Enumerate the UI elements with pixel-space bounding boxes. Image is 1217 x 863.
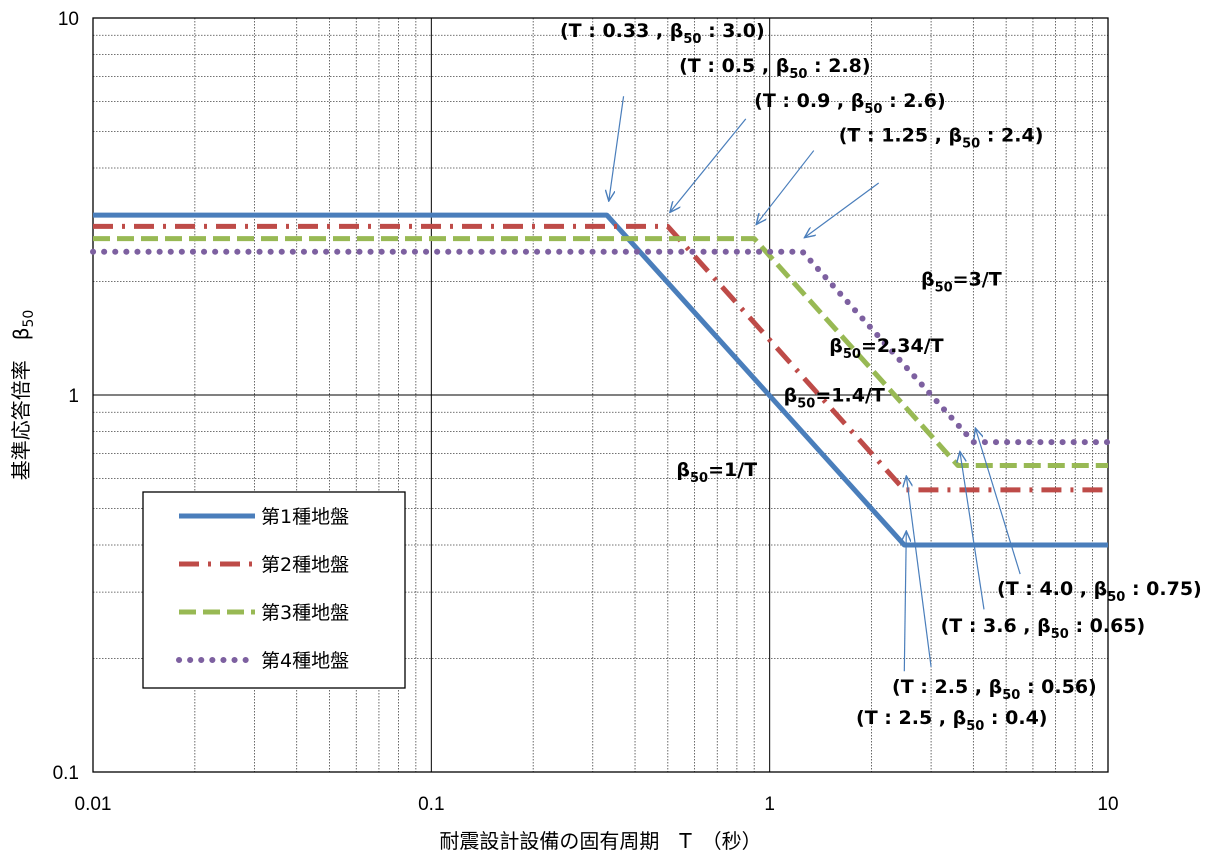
point-annotation-sub: 50: [864, 102, 882, 117]
point-annotation: (T : 4.0 , β50 : 0.75): [997, 578, 1202, 605]
point-annotation-main: (T : 0.33 , β: [560, 20, 683, 42]
legend-label-1: 第1種地盤: [261, 506, 349, 528]
formula-label-main: β: [784, 385, 798, 407]
y-tick-label: 1: [68, 386, 79, 407]
series-line-4: [90, 248, 1111, 446]
point-annotation-main: (T : 0.9 , β: [754, 90, 864, 112]
x-tick-label: 10: [1097, 794, 1118, 815]
series-group: [90, 212, 1111, 548]
point-annotation-sub: 50: [966, 719, 984, 734]
point-annotation-rest: : 0.4): [984, 707, 1047, 729]
point-annotation-main: (T : 4.0 , β: [997, 578, 1107, 600]
formula-label-rest: =2.34/T: [861, 335, 944, 357]
formula-label: β50=2.34/T: [829, 335, 943, 362]
point-annotation-sub: 50: [683, 32, 701, 47]
legend-label-2: 第2種地盤: [261, 554, 349, 576]
annotation-arrow: [609, 96, 625, 201]
tick-labels: 0.01 0.1 1 10 0.1 1 10: [53, 9, 1119, 815]
y-axis-label-sub: 50: [21, 310, 37, 328]
x-tick-label: 1: [764, 794, 775, 815]
annotation-arrow: [904, 531, 906, 672]
formula-label-sub: 50: [690, 471, 708, 486]
legend-label-3: 第3種地盤: [261, 602, 349, 624]
series-line-1: [93, 212, 1108, 548]
point-annotation-main: (T : 1.25 , β: [839, 125, 962, 147]
series-line-3: [93, 236, 1108, 468]
point-annotation-rest: : 0.56): [1020, 676, 1096, 698]
point-annotation: (T : 3.6 , β50 : 0.65): [941, 615, 1146, 642]
point-annotation-rest: : 0.65): [1069, 615, 1145, 637]
formula-label-rest: =3/T: [953, 269, 1002, 291]
y-tick-label: 10: [58, 9, 79, 30]
legend-box: [142, 491, 406, 689]
annotation-arrow: [906, 476, 932, 667]
legend-label-4: 第4種地盤: [261, 650, 349, 672]
point-annotation-sub: 50: [1107, 590, 1125, 605]
annotation-arrow: [756, 150, 815, 225]
point-annotation: (T : 1.25 , β50 : 2.4): [839, 125, 1044, 152]
point-annotation-main: (T : 2.5 , β: [892, 676, 1002, 698]
formula-label-sub: 50: [843, 347, 861, 362]
point-annotation-sub: 50: [1002, 688, 1020, 703]
formula-label-rest: =1.4/T: [815, 385, 885, 407]
formula-label-main: β: [921, 269, 935, 291]
point-annotation-main: (T : 3.6 , β: [941, 615, 1051, 637]
formula-label-main: β: [676, 459, 690, 481]
point-annotation-rest: : 3.0): [701, 20, 764, 42]
point-annotation: (T : 0.5 , β50 : 2.8): [679, 55, 870, 82]
y-axis-label: 基準応答倍率 β50: [9, 310, 37, 481]
point-annotation-main: (T : 0.5 , β: [679, 55, 789, 77]
point-annotation-sub: 50: [1051, 627, 1069, 642]
point-annotation: (T : 2.5 , β50 : 0.4): [856, 707, 1047, 734]
point-annotation-main: (T : 2.5 , β: [856, 707, 966, 729]
formula-label-rest: =1/T: [708, 459, 757, 481]
point-annotation-rest: : 2.6): [882, 90, 945, 112]
y-tick-label: 0.1: [53, 763, 79, 784]
formula-label: β50=1/T: [676, 459, 757, 486]
point-annotation-rest: : 2.8): [807, 55, 870, 77]
point-annotation: (T : 2.5 , β50 : 0.56): [892, 676, 1097, 703]
formula-label-sub: 50: [935, 281, 953, 296]
formula-label-main: β: [829, 335, 843, 357]
y-axis-label-main: 基準応答倍率 β: [9, 328, 33, 481]
point-annotation-rest: : 2.4): [980, 125, 1043, 147]
series-line-2: [93, 223, 1108, 493]
point-annotation-rest: : 0.75): [1125, 578, 1201, 600]
x-tick-label: 0.01: [75, 794, 112, 815]
formula-label: β50=1.4/T: [784, 385, 885, 412]
formula-label-sub: 50: [797, 397, 815, 412]
point-annotation: (T : 0.9 , β50 : 2.6): [754, 90, 945, 117]
formula-label: β50=3/T: [921, 269, 1002, 296]
x-axis-label: 耐震設計設備の固有周期 T （秒）: [439, 829, 761, 853]
point-annotation: (T : 0.33 , β50 : 3.0): [560, 20, 765, 47]
annotation-arrow: [975, 428, 1021, 575]
annotation-arrow: [960, 452, 985, 610]
x-tick-label: 0.1: [418, 794, 444, 815]
annotation-arrow: [804, 182, 880, 238]
plot-area: [92, 17, 1109, 773]
point-annotation-sub: 50: [962, 137, 980, 152]
point-annotation-sub: 50: [789, 67, 807, 82]
annotation-arrow: [670, 118, 747, 213]
